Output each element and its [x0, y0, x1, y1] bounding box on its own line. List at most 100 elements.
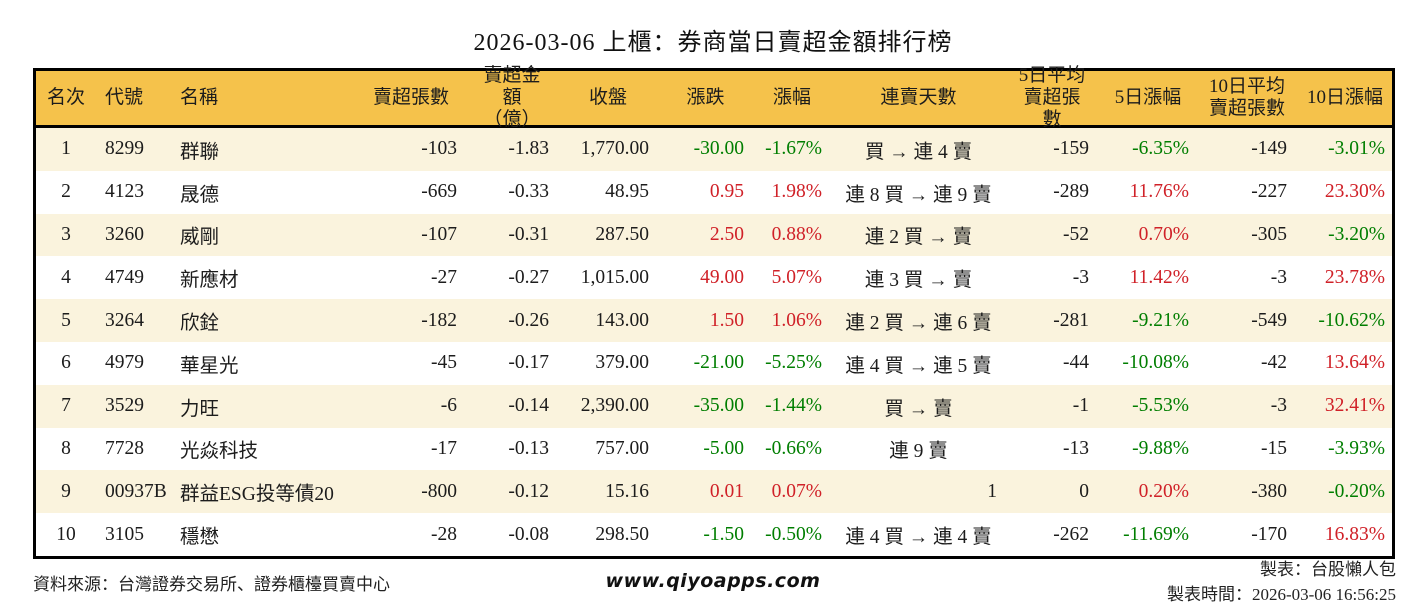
cell-pct10: -10.62% [1318, 309, 1385, 331]
cell-close: 48.95 [605, 181, 649, 203]
cell-streak: 連 2 買 → 賣 [864, 227, 973, 249]
cell-pct5: -9.88% [1132, 437, 1189, 459]
cell-net_amount: -1.83 [508, 138, 549, 160]
cell-rank: 8 [61, 437, 71, 459]
cell-name: 威剛 [180, 227, 220, 249]
table-row: 9 00937B 群益ESG投等債20 -800 -0.12 15.16 0.01 0.07%… [36, 470, 1392, 514]
cell-pct10: 23.78% [1324, 266, 1385, 288]
cell-net_amount: -0.27 [508, 266, 549, 288]
cell-pct5: -6.35% [1132, 138, 1189, 160]
cell-net_volume: -800 [421, 480, 457, 502]
cell-pct5: 0.20% [1138, 480, 1189, 502]
cell-change_pct: -5.25% [765, 352, 822, 374]
cell-change: 0.95 [709, 181, 744, 203]
cell-name: 欣銓 [180, 313, 220, 335]
cell-close: 379.00 [595, 352, 649, 374]
cell-avg10_volume: -549 [1251, 309, 1287, 331]
cell-rank: 2 [61, 181, 71, 203]
header-code: 代號 [105, 87, 144, 109]
cell-pct10: -0.20% [1328, 480, 1385, 502]
cell-streak: 連 9 賣 [889, 441, 948, 463]
cell-net_volume: -103 [421, 138, 457, 160]
cell-code: 4749 [105, 266, 144, 288]
cell-change_pct: -1.44% [765, 395, 822, 417]
credit-block: 製表：台股懶人包 製表時間：2026-03-06 16:56:25 [1167, 558, 1396, 607]
cell-avg5_volume: -13 [1063, 437, 1089, 459]
cell-avg5_volume: -289 [1053, 181, 1089, 203]
cell-streak: 連 3 買 → 賣 [864, 270, 973, 292]
cell-net_volume: -27 [431, 266, 457, 288]
cell-streak: 1 [987, 480, 997, 502]
cell-rank: 9 [61, 480, 71, 502]
cell-rank: 1 [61, 138, 71, 160]
cell-change: -30.00 [693, 138, 744, 160]
cell-avg10_volume: -170 [1251, 523, 1287, 545]
header-name: 名稱 [180, 87, 219, 109]
cell-code: 4123 [105, 181, 144, 203]
cell-close: 287.50 [595, 223, 649, 245]
cell-close: 757.00 [595, 437, 649, 459]
cell-change: -21.00 [693, 352, 744, 374]
table-row: 3 3260 威剛 -107 -0.31 287.50 2.50 0.88% 連 2 買 → 賣… [36, 213, 1392, 257]
cell-rank: 10 [56, 523, 76, 545]
table-row: 2 4123 晟德 -669 -0.33 48.95 0.95 1.98% 連 8 買 → 連 … [36, 170, 1392, 214]
cell-code: 8299 [105, 138, 144, 160]
cell-streak: 買 → 賣 [884, 398, 953, 420]
cell-streak: 連 4 買 → 連 5 賣 [845, 355, 992, 377]
cell-name: 群聯 [180, 141, 220, 163]
cell-net_amount: -0.14 [508, 395, 549, 417]
cell-net_amount: -0.13 [508, 437, 549, 459]
table-row: 7 3529 力旺 -6 -0.14 2,390.00 -35.00 -1.44% 買 → 賣 -… [36, 384, 1392, 428]
cell-change: -35.00 [693, 395, 744, 417]
table-header-row: 名次 代號 名稱 賣超張數 賣超金額 （億） 收盤 漲跌 漲幅 連賣天數 5日平均 賣超張數 5日漲… [36, 65, 1392, 130]
cell-pct10: -3.20% [1328, 223, 1385, 245]
cell-change: -1.50 [703, 523, 744, 545]
cell-change: 0.01 [709, 480, 744, 502]
generated-timestamp: 製表時間：2026-03-06 16:56:25 [1166, 584, 1396, 604]
cell-net_amount: -0.31 [508, 223, 549, 245]
maker-credit: 製表：台股懶人包 [1260, 560, 1396, 579]
cell-net_amount: -0.12 [508, 480, 549, 502]
table-row: 8 7728 光焱科技 -17 -0.13 757.00 -5.00 -0.66% 連 9 賣 -… [36, 427, 1392, 471]
cell-net_volume: -17 [431, 437, 457, 459]
cell-avg5_volume: -52 [1063, 223, 1089, 245]
cell-change_pct: 0.07% [771, 480, 822, 502]
cell-pct5: -9.21% [1132, 309, 1189, 331]
cell-change_pct: -1.67% [765, 138, 822, 160]
data-source-note: 資料來源：台灣證券交易所、證券櫃檯買賣中心 [33, 575, 390, 594]
cell-rank: 5 [61, 309, 71, 331]
header-streak: 連賣天數 [880, 87, 957, 109]
cell-pct5: -10.08% [1122, 352, 1189, 374]
cell-rank: 4 [61, 266, 71, 288]
cell-avg5_volume: -281 [1053, 309, 1089, 331]
cell-net_volume: -45 [431, 352, 457, 374]
header-rank: 名次 [46, 87, 85, 109]
cell-change_pct: 1.06% [771, 309, 822, 331]
ranking-table: 名次 代號 名稱 賣超張數 賣超金額 （億） 收盤 漲跌 漲幅 連賣天數 5日平均 賣超張數 5日漲… [33, 65, 1395, 559]
cell-streak: 連 4 買 → 連 4 賣 [845, 527, 992, 549]
cell-avg5_volume: -1 [1072, 395, 1089, 417]
cell-code: 4979 [105, 352, 144, 374]
cell-change_pct: 1.98% [771, 181, 822, 203]
cell-rank: 3 [61, 223, 71, 245]
cell-name: 華星光 [180, 355, 239, 377]
cell-name: 力旺 [180, 398, 220, 420]
cell-net_amount: -0.08 [508, 523, 549, 545]
cell-rank: 7 [61, 395, 71, 417]
cell-change_pct: 5.07% [771, 266, 822, 288]
cell-net_volume: -669 [421, 181, 457, 203]
cell-net_volume: -182 [421, 309, 457, 331]
cell-net_volume: -6 [440, 395, 457, 417]
cell-code: 3105 [105, 523, 144, 545]
cell-change_pct: -0.50% [765, 523, 822, 545]
cell-pct10: -3.01% [1328, 138, 1385, 160]
cell-name: 新應材 [180, 270, 239, 292]
table-row: 1 8299 群聯 -103 -1.83 1,770.00 -30.00 -1.67% 買 → … [36, 128, 1392, 171]
table-row: 6 4979 華星光 -45 -0.17 379.00 -21.00 -5.25% 連 4 買 … [36, 341, 1392, 385]
cell-avg10_volume: -227 [1251, 181, 1287, 203]
cell-close: 1,770.00 [580, 138, 649, 160]
cell-pct5: 11.42% [1129, 266, 1189, 288]
cell-pct10: -3.93% [1328, 437, 1385, 459]
cell-change: 2.50 [709, 223, 744, 245]
